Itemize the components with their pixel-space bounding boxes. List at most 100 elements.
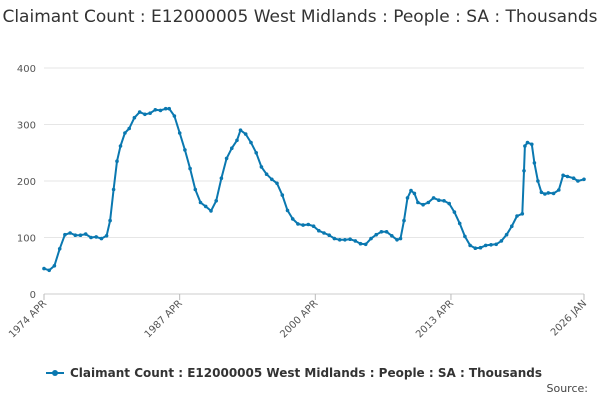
data-point[interactable] <box>539 190 544 195</box>
data-point[interactable] <box>473 246 478 250</box>
data-point[interactable] <box>57 247 62 251</box>
data-point[interactable] <box>327 233 332 237</box>
data-point[interactable] <box>395 238 399 242</box>
data-point[interactable] <box>520 212 525 216</box>
data-point[interactable] <box>115 159 119 163</box>
data-point[interactable] <box>405 196 410 200</box>
data-point[interactable] <box>63 232 67 237</box>
data-point[interactable] <box>42 266 46 271</box>
data-point[interactable] <box>499 239 504 243</box>
data-point[interactable] <box>214 199 218 203</box>
data-point[interactable] <box>264 172 269 176</box>
data-point[interactable] <box>489 243 493 247</box>
data-point[interactable] <box>127 126 131 131</box>
data-point[interactable] <box>546 191 551 195</box>
data-point[interactable] <box>390 234 394 238</box>
data-point[interactable] <box>402 218 406 223</box>
data-point[interactable] <box>167 106 171 111</box>
data-point[interactable] <box>158 108 163 113</box>
data-point[interactable] <box>83 232 88 236</box>
data-point[interactable] <box>224 156 229 161</box>
data-point[interactable] <box>543 192 547 196</box>
data-point[interactable] <box>363 242 368 247</box>
data-point[interactable] <box>561 173 565 178</box>
data-point[interactable] <box>504 232 509 237</box>
data-point[interactable] <box>219 176 224 180</box>
data-point[interactable] <box>358 241 363 246</box>
data-point[interactable] <box>421 202 425 207</box>
data-point[interactable] <box>557 188 561 192</box>
data-point[interactable] <box>515 214 519 218</box>
data-point[interactable] <box>442 199 446 203</box>
data-point[interactable] <box>68 231 72 235</box>
data-point[interactable] <box>457 221 462 226</box>
data-point[interactable] <box>275 181 279 186</box>
data-point[interactable] <box>431 196 436 200</box>
data-point[interactable] <box>384 230 389 234</box>
data-point[interactable] <box>343 238 347 242</box>
data-point[interactable] <box>483 243 488 248</box>
data-point[interactable] <box>447 201 452 206</box>
data-point[interactable] <box>348 237 352 241</box>
data-point[interactable] <box>118 144 123 148</box>
data-point[interactable] <box>203 204 208 209</box>
data-point[interactable] <box>565 174 570 179</box>
data-point[interactable] <box>209 209 213 213</box>
data-point[interactable] <box>296 222 300 226</box>
data-point[interactable] <box>322 231 326 235</box>
data-point[interactable] <box>416 200 420 205</box>
data-point[interactable] <box>111 187 116 192</box>
data-point[interactable] <box>285 208 290 213</box>
data-point[interactable] <box>522 169 526 173</box>
data-point[interactable] <box>183 148 187 152</box>
data-point[interactable] <box>452 210 457 214</box>
data-point[interactable] <box>108 218 112 223</box>
data-point[interactable] <box>398 236 403 241</box>
data-point[interactable] <box>104 234 109 238</box>
legend[interactable]: Claimant Count : E12000005 West Midlands… <box>46 366 542 380</box>
data-point[interactable] <box>306 222 311 227</box>
data-point[interactable] <box>523 144 527 148</box>
data-point[interactable] <box>243 132 248 136</box>
data-point[interactable] <box>332 236 337 241</box>
data-point[interactable] <box>379 230 384 234</box>
data-point[interactable] <box>494 242 499 247</box>
data-point[interactable] <box>301 223 305 227</box>
data-point[interactable] <box>47 268 51 273</box>
data-point[interactable] <box>153 108 158 112</box>
data-point[interactable] <box>163 106 168 111</box>
data-point[interactable] <box>143 112 147 117</box>
data-point[interactable] <box>463 234 467 239</box>
data-point[interactable] <box>249 140 253 145</box>
data-point[interactable] <box>468 243 472 248</box>
data-point[interactable] <box>374 232 379 237</box>
data-point[interactable] <box>230 146 234 150</box>
data-point[interactable] <box>317 228 321 233</box>
data-point[interactable] <box>536 179 540 183</box>
data-point[interactable] <box>478 245 483 250</box>
data-point[interactable] <box>148 111 152 115</box>
data-point[interactable] <box>337 238 342 242</box>
data-point[interactable] <box>412 191 417 196</box>
data-point[interactable] <box>311 224 316 228</box>
data-point[interactable] <box>369 236 373 241</box>
data-point[interactable] <box>426 200 431 205</box>
data-point[interactable] <box>177 131 182 135</box>
data-point[interactable] <box>123 131 127 135</box>
data-point[interactable] <box>510 224 514 228</box>
data-point[interactable] <box>254 151 258 155</box>
data-point[interactable] <box>235 138 239 143</box>
data-point[interactable] <box>73 233 78 237</box>
data-point[interactable] <box>270 177 274 182</box>
data-point[interactable] <box>290 217 295 221</box>
data-point[interactable] <box>137 110 142 114</box>
data-point[interactable] <box>78 233 83 237</box>
data-point[interactable] <box>437 198 441 202</box>
data-point[interactable] <box>99 236 104 241</box>
data-point[interactable] <box>89 235 93 240</box>
data-point[interactable] <box>259 165 264 169</box>
data-point[interactable] <box>582 177 586 182</box>
data-point[interactable] <box>571 176 576 180</box>
data-point[interactable] <box>52 264 57 268</box>
data-point[interactable] <box>238 128 243 132</box>
